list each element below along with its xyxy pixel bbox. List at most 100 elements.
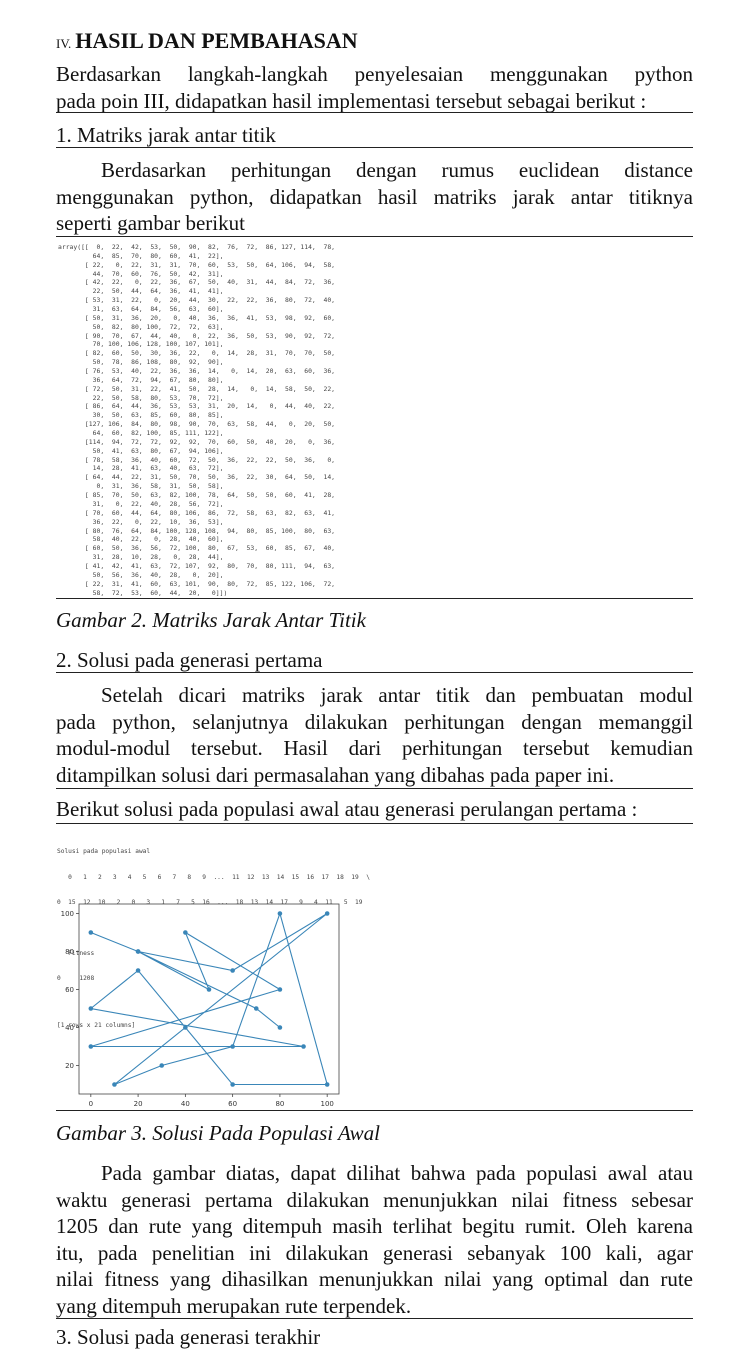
matrix-line: 31, 63, 64, 84, 56, 63, 60], [58, 305, 224, 314]
route-point [183, 1025, 188, 1030]
matrix-line: 50, 56, 36, 40, 28, 0, 20], [58, 570, 224, 579]
matrix-line: 50, 41, 63, 80, 67, 94, 106], [58, 446, 224, 455]
matrix-line: [127, 106, 84, 80, 98, 90, 70, 63, 58, 4… [58, 420, 336, 429]
route-chart: 0 20 40 60 80 100 20 40 60 80 100 [61, 903, 340, 1108]
route-point [230, 1082, 235, 1087]
subsection-1-heading: 1. Matriks jarak antar titik [56, 123, 276, 147]
figure-3-caption: Gambar 3. Solusi Pada Populasi Awal [56, 1121, 380, 1145]
matrix-line: 50, 82, 80, 100, 72, 72, 63], [58, 322, 224, 331]
divider [56, 788, 693, 789]
matrix-line: [ 72, 50, 31, 22, 41, 50, 28, 14, 0, 14,… [58, 384, 336, 393]
matrix-line: 22, 50, 44, 64, 36, 41, 41], [58, 287, 224, 296]
route-point [230, 1044, 235, 1049]
matrix-line: [114, 94, 72, 72, 92, 92, 70, 60, 50, 40… [58, 437, 336, 446]
route-point [88, 1044, 94, 1049]
x-tick-label: 60 [228, 1100, 237, 1108]
matrix-line: [ 60, 50, 36, 56, 72, 100, 80, 67, 53, 6… [58, 544, 336, 553]
subsection-2-note: Berikut solusi pada populasi awal atau g… [56, 797, 638, 821]
matrix-line: 22, 50, 58, 80, 53, 70, 72], [58, 393, 224, 402]
y-tick-label: 20 [65, 1062, 74, 1070]
intro-line: pada poin III, didapatkan hasil implemen… [56, 88, 647, 113]
matrix-line: [ 22, 31, 41, 60, 63, 101, 90, 80, 72, 8… [58, 579, 336, 588]
matrix-line: [ 80, 76, 64, 84, 100, 128, 108, 94, 80,… [58, 526, 336, 535]
route-point [301, 1044, 306, 1049]
route-line [89, 911, 328, 1086]
matrix-line: [ 76, 53, 40, 22, 36, 36, 14, 0, 14, 20,… [58, 367, 336, 376]
matrix-line: [ 53, 31, 22, 0, 20, 44, 30, 22, 22, 36,… [58, 296, 336, 305]
conclusion-line: nilai fitness yang dihasilkan menunjukka… [56, 1267, 693, 1291]
route-point [324, 911, 330, 916]
matrix-line: [ 50, 31, 36, 20, 0, 40, 36, 36, 41, 53,… [58, 313, 336, 322]
matrix-line: 64, 85, 70, 80, 60, 41, 22], [58, 251, 224, 260]
matrix-line: 64, 60, 82, 100, 85, 111, 122], [58, 429, 224, 438]
solution-output: Solusi pada populasi awal 0 1 2 3 4 5 6 … [57, 831, 370, 1039]
conclusion-line: 1205 dan rute yang ditempuh masih terlih… [56, 1214, 693, 1238]
x-tick-label: 80 [275, 1100, 284, 1108]
fitness-header: Fitness [57, 949, 95, 957]
sub2-line: pada python, selanjutnya dilakukan perhi… [56, 709, 693, 734]
matrix-line: 36, 22, 0, 22, 10, 36, 53], [58, 517, 224, 526]
matrix-line: [ 64, 44, 22, 31, 50, 70, 50, 36, 22, 30… [58, 473, 336, 482]
matrix-line: 0, 31, 36, 58, 31, 50, 58], [58, 482, 224, 491]
matrix-line: [ 85, 70, 50, 63, 82, 100, 78, 64, 50, 5… [58, 491, 336, 500]
matrix-line: 70, 100, 106, 128, 100, 107, 101], [58, 340, 224, 349]
subsection-2-heading: 2. Solusi pada generasi pertama [56, 648, 323, 672]
figure-2-caption: Gambar 2. Matriks Jarak Antar Titik [56, 608, 366, 632]
fitness-row: 0 1208 [57, 975, 95, 982]
conclusion-line: itu, pada penelitian ini dilakukan gener… [56, 1240, 693, 1265]
solution-shape: [1 rows x 21 columns] [57, 1021, 136, 1029]
conclusion-line: yang ditempuh merupakan rute terpendek. [56, 1293, 412, 1318]
subsection-2-paragraph: Setelah dicari matriks jarak antar titik… [56, 682, 693, 788]
solution-title: Solusi pada populasi awal [57, 848, 151, 855]
plot-frame [78, 903, 340, 1095]
matrix-line: [ 22, 0, 22, 31, 31, 70, 60, 53, 50, 64,… [58, 260, 336, 269]
route-point [253, 1006, 259, 1011]
section-number: IV. [56, 36, 72, 51]
x-tick-label: 100 [320, 1100, 333, 1108]
matrix-line: 58, 72, 53, 60, 44, 20, 0]]) [58, 588, 228, 597]
matrix-line: [ 41, 42, 41, 63, 72, 107, 92, 80, 70, 8… [58, 561, 336, 570]
matrix-line: 30, 50, 63, 85, 60, 80, 85], [58, 411, 224, 420]
matrix-line: [ 78, 58, 36, 40, 60, 72, 50, 36, 22, 22… [58, 455, 336, 464]
sub1-line: menggunakan python, didapatkan hasil mat… [56, 184, 693, 209]
matrix-line: [ 86, 64, 44, 36, 53, 53, 31, 20, 14, 0,… [58, 402, 336, 411]
conclusion-line: Pada gambar diatas, dapat dilihat bahwa … [101, 1161, 693, 1185]
next-subsection-heading: 3. Solusi pada generasi terakhir [56, 1325, 321, 1349]
solution-row: 0 15 12 10 2 0 3 1 7 5 16 ... 18 13 14 1… [57, 899, 363, 906]
matrix-line: 31, 28, 10, 28, 0, 28, 44], [58, 553, 224, 562]
solution-header: 0 1 2 3 4 5 6 7 8 9 ... 11 12 13 14 15 1… [57, 873, 370, 881]
matrix-line: 58, 40, 22, 0, 28, 40, 60], [58, 535, 224, 544]
divider [56, 1110, 693, 1111]
divider [56, 672, 693, 673]
matrix-line: [ 90, 70, 67, 44, 40, 0, 22, 36, 50, 53,… [58, 331, 336, 340]
route-point [230, 968, 235, 973]
divider [56, 823, 693, 824]
matrix-line: 31, 0, 22, 40, 28, 56, 72], [58, 499, 224, 508]
route-point [88, 930, 94, 935]
sub2-line: Setelah dicari matriks jarak antar titik… [101, 683, 693, 707]
route-point [88, 1006, 94, 1011]
sub1-line: Berdasarkan perhitungan dengan rumus euc… [101, 158, 693, 182]
divider [56, 598, 693, 599]
route-point [206, 987, 212, 992]
section-title: HASIL DAN PEMBAHASAN [75, 28, 358, 53]
conclusion-line: waktu generasi pertama dilakukan menunju… [56, 1187, 693, 1212]
matrix-line: 50, 78, 86, 108, 80, 92, 90], [58, 358, 224, 367]
route-point [135, 968, 141, 973]
divider [56, 1318, 693, 1319]
sub1-line: seperti gambar berikut [56, 211, 245, 235]
intro-line: Berdasarkan langkah-langkah penyelesaian… [56, 62, 693, 86]
section-heading: IV. HASIL DAN PEMBAHASAN [56, 28, 358, 54]
matrix-line: array([[ 0, 22, 42, 53, 50, 90, 82, 76, … [58, 243, 336, 251]
distance-matrix-output: array([[ 0, 22, 42, 53, 50, 90, 82, 76, … [58, 243, 335, 597]
sub2-line: modul-modul tersebut. Hasil dari perhitu… [56, 736, 693, 760]
route-point [112, 1082, 117, 1087]
route-point [135, 949, 141, 954]
conclusion-paragraph: Pada gambar diatas, dapat dilihat bahwa … [56, 1160, 693, 1319]
matrix-line: 44, 70, 60, 76, 50, 42, 31], [58, 269, 224, 278]
y-tick-label: 40 [65, 1024, 74, 1032]
route-point [183, 930, 188, 935]
intro-paragraph: Berdasarkan langkah-langkah penyelesaian… [56, 61, 693, 114]
x-tick-label: 0 [89, 1100, 93, 1108]
route-point [324, 1082, 330, 1087]
